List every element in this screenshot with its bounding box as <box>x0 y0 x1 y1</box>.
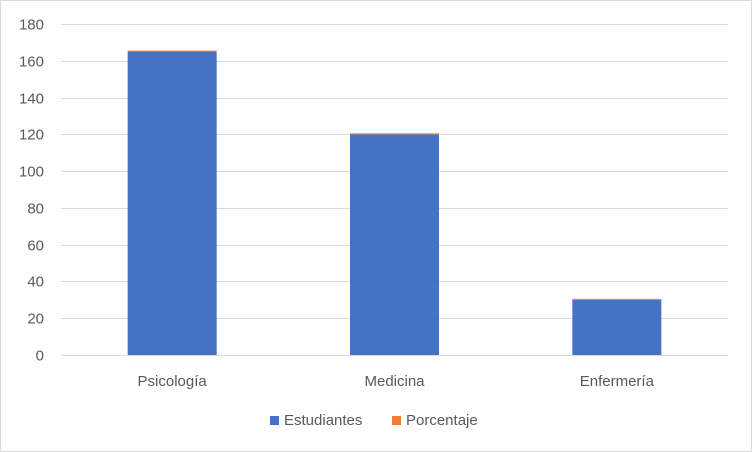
y-tick-label: 120 <box>19 127 44 144</box>
y-tick-label: 180 <box>19 17 44 34</box>
x-axis-labels: Psicología Medicina Enfermería <box>138 373 655 390</box>
y-tick-label: 80 <box>27 201 44 218</box>
y-tick-label: 60 <box>27 238 44 255</box>
x-tick-label: Psicología <box>138 373 208 390</box>
bar-porcentaje <box>127 50 217 52</box>
bar-estudiantes <box>350 134 439 355</box>
bars <box>127 50 662 355</box>
y-tick-label: 100 <box>19 164 44 181</box>
bar-porcentaje <box>572 298 662 300</box>
legend-swatch <box>270 416 279 425</box>
legend-label: Estudiantes <box>284 412 362 429</box>
legend: Estudiantes Porcentaje <box>270 412 478 429</box>
x-tick-label: Medicina <box>364 373 425 390</box>
y-tick-label: 160 <box>19 54 44 71</box>
y-tick-label: 20 <box>27 311 44 328</box>
y-tick-label: 0 <box>36 348 44 365</box>
legend-swatch <box>392 416 401 425</box>
y-axis-ticks: 0 20 40 60 80 100 120 140 160 180 <box>19 17 44 365</box>
legend-label: Porcentaje <box>406 412 478 429</box>
y-tick-label: 40 <box>27 274 44 291</box>
bar-estudiantes <box>127 51 217 355</box>
x-tick-label: Enfermería <box>580 373 655 390</box>
bar-porcentaje <box>350 133 439 135</box>
bar-estudiantes <box>572 299 662 355</box>
y-tick-label: 140 <box>19 91 44 108</box>
